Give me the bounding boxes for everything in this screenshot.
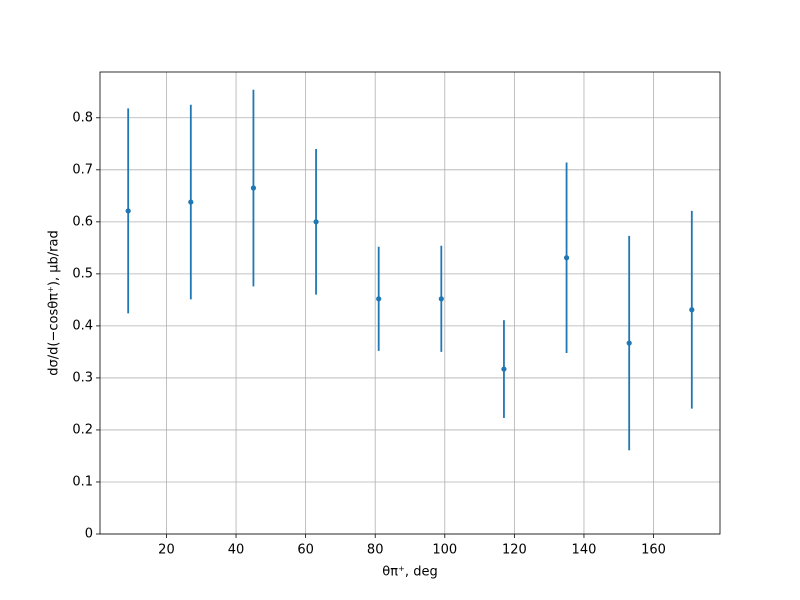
y-tick-label: 0.2	[72, 422, 93, 437]
x-tick-label: 20	[158, 543, 175, 558]
y-tick-label: 0.4	[72, 318, 93, 333]
x-tick-label: 80	[367, 543, 384, 558]
x-tick-label: 100	[432, 543, 457, 558]
y-tick-label: 0.6	[72, 214, 93, 229]
x-tick-label: 40	[228, 543, 245, 558]
y-tick-label: 0.1	[72, 474, 93, 489]
data-point	[313, 219, 319, 225]
x-tick-label: 60	[297, 543, 314, 558]
data-point	[188, 199, 194, 205]
y-tick-label: 0.3	[72, 370, 93, 385]
data-point	[438, 296, 444, 302]
y-tick-label: 0.5	[72, 266, 93, 281]
data-point	[626, 340, 632, 346]
y-tick-label: 0.7	[72, 162, 93, 177]
data-point	[501, 366, 507, 372]
data-point	[125, 208, 131, 214]
data-point	[250, 185, 257, 191]
data-point	[689, 307, 695, 313]
y-axis-label: dσ/d(−cosθπ⁺), μb/rad	[47, 230, 62, 375]
plot-frame	[99, 71, 721, 535]
x-tick-label: 160	[641, 543, 666, 558]
x-axis-label: θπ⁺, deg	[382, 565, 437, 580]
data-point	[563, 255, 570, 261]
data-point	[376, 296, 382, 302]
y-tick-label: 0	[85, 527, 93, 542]
x-tick-label: 120	[502, 543, 527, 558]
x-tick-label: 140	[572, 543, 597, 558]
y-tick-label: 0.8	[72, 110, 93, 125]
